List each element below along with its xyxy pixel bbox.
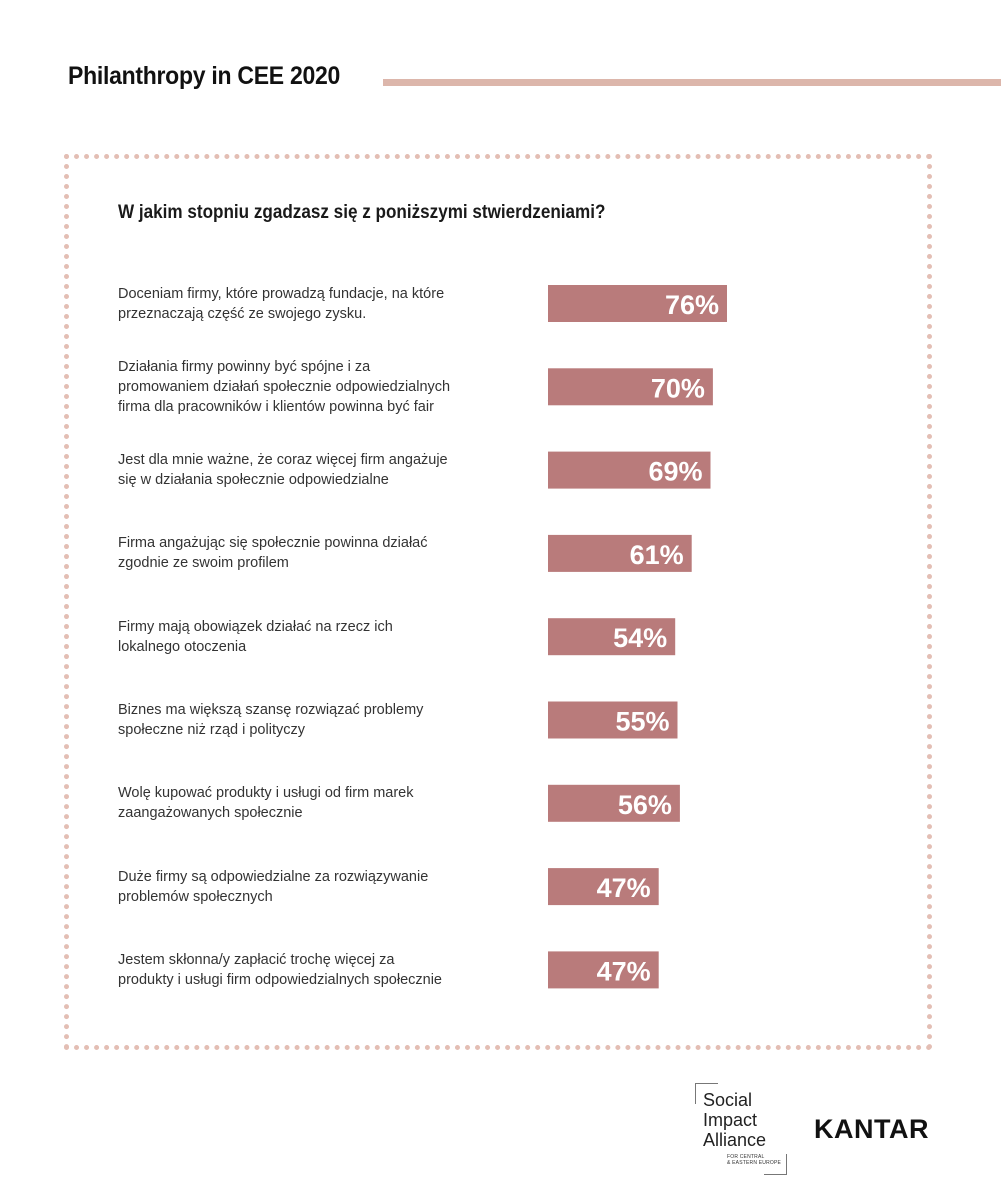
social-impact-alliance-logo: Social Impact Alliance FOR CENTRAL & EAS… (695, 1083, 787, 1175)
category-label-line: zgodnie ze swoim profilem (118, 555, 289, 572)
category-label-line: społeczne niż rząd i polityczy (118, 722, 305, 738)
logo-word: Alliance (703, 1130, 767, 1150)
category-label-line: Jestem skłonna/y zapłacić trochę więcej … (118, 951, 395, 968)
dotted-frame (64, 154, 932, 1050)
bar (548, 951, 659, 989)
bar (548, 534, 692, 572)
bar (548, 868, 659, 906)
bar (548, 368, 713, 406)
bar-value-label: 61% (630, 540, 684, 570)
category-label-line: Wolę kupować produkty i usługi od firm m… (118, 785, 414, 802)
logo-word: Impact (703, 1110, 758, 1130)
bar-value-label: 76% (665, 290, 719, 320)
logo-corner-bottom (764, 1154, 787, 1175)
logo-corner-top (695, 1083, 718, 1104)
category-label-line: produkty i usługi firm odpowiedzialnych … (118, 971, 442, 988)
category-label: Biznes ma większą szansę rozwiązać probl… (118, 700, 498, 740)
category-label-line: się w działania społecznie odpowiedzialn… (118, 472, 389, 489)
bar-value-label: 47% (597, 873, 651, 903)
category-label: Jestem skłonna/y zapłacić trochę więcej … (118, 950, 498, 990)
category-label-line: Działania firmy powinny być spójne i za (118, 358, 371, 375)
bar (548, 285, 727, 322)
category-label-line: Biznes ma większą szansę rozwiązać probl… (118, 702, 424, 718)
bar (548, 701, 678, 739)
category-label-line: Jest dla mnie ważne, że coraz więcej fir… (118, 452, 448, 469)
category-label: Duże firmy są odpowiedzialne za rozwiązy… (118, 867, 498, 907)
kantar-logo: KANTAR (814, 1114, 929, 1144)
bar-value-label: 69% (648, 457, 702, 487)
bar-value-label: 70% (651, 373, 705, 403)
category-label-line: problemów społecznych (118, 888, 273, 905)
bar-value-label: 47% (597, 956, 651, 986)
logo-word: Social (703, 1090, 753, 1110)
category-label: Jest dla mnie ważne, że coraz więcej fir… (118, 450, 498, 490)
category-label-line: firma dla pracowników i klientów powinna… (118, 398, 434, 415)
category-label-line: Doceniam firmy, które prowadzą fundacje,… (118, 285, 445, 302)
logo-subtitle: & EASTERN EUROPE (727, 1160, 782, 1166)
bar-value-label: 56% (618, 790, 672, 820)
bar-value-label: 54% (613, 623, 667, 653)
category-label: Działania firmy powinny być spójne i za p… (118, 357, 498, 417)
category-label: Firmy mają obowiązek działać na rzecz ic… (118, 617, 498, 657)
title-rule (383, 79, 1001, 86)
category-label-line: zaangażowanych społecznie (118, 805, 303, 822)
category-label-line: przeznaczają część ze swojego zysku. (118, 305, 367, 322)
category-label: Doceniam firmy, które prowadzą fundacje,… (118, 284, 498, 324)
category-label-line: lokalnego otoczenia (118, 638, 247, 655)
category-label-line: Firmy mają obowiązek działać na rzecz ic… (118, 618, 393, 635)
category-label-line: promowaniem działań społecznie odpowiedz… (118, 378, 451, 395)
category-label-line: Firma angażując się społecznie powinna d… (118, 535, 428, 552)
bar-value-label: 55% (615, 707, 669, 737)
bar (548, 451, 711, 489)
bar (548, 784, 680, 822)
category-label: Firma angażując się społecznie powinna d… (118, 533, 498, 573)
page-title: Philanthropy in CEE 2020 (68, 62, 341, 90)
bar (548, 618, 676, 656)
chart-title: W jakim stopniu zgadzasz się z poniższym… (118, 202, 606, 223)
category-label-line: Duże firmy są odpowiedzialne za rozwiązy… (118, 868, 429, 885)
category-label: Wolę kupować produkty i usługi od firm m… (118, 783, 498, 823)
logo-subtitle: FOR CENTRAL (727, 1154, 765, 1160)
